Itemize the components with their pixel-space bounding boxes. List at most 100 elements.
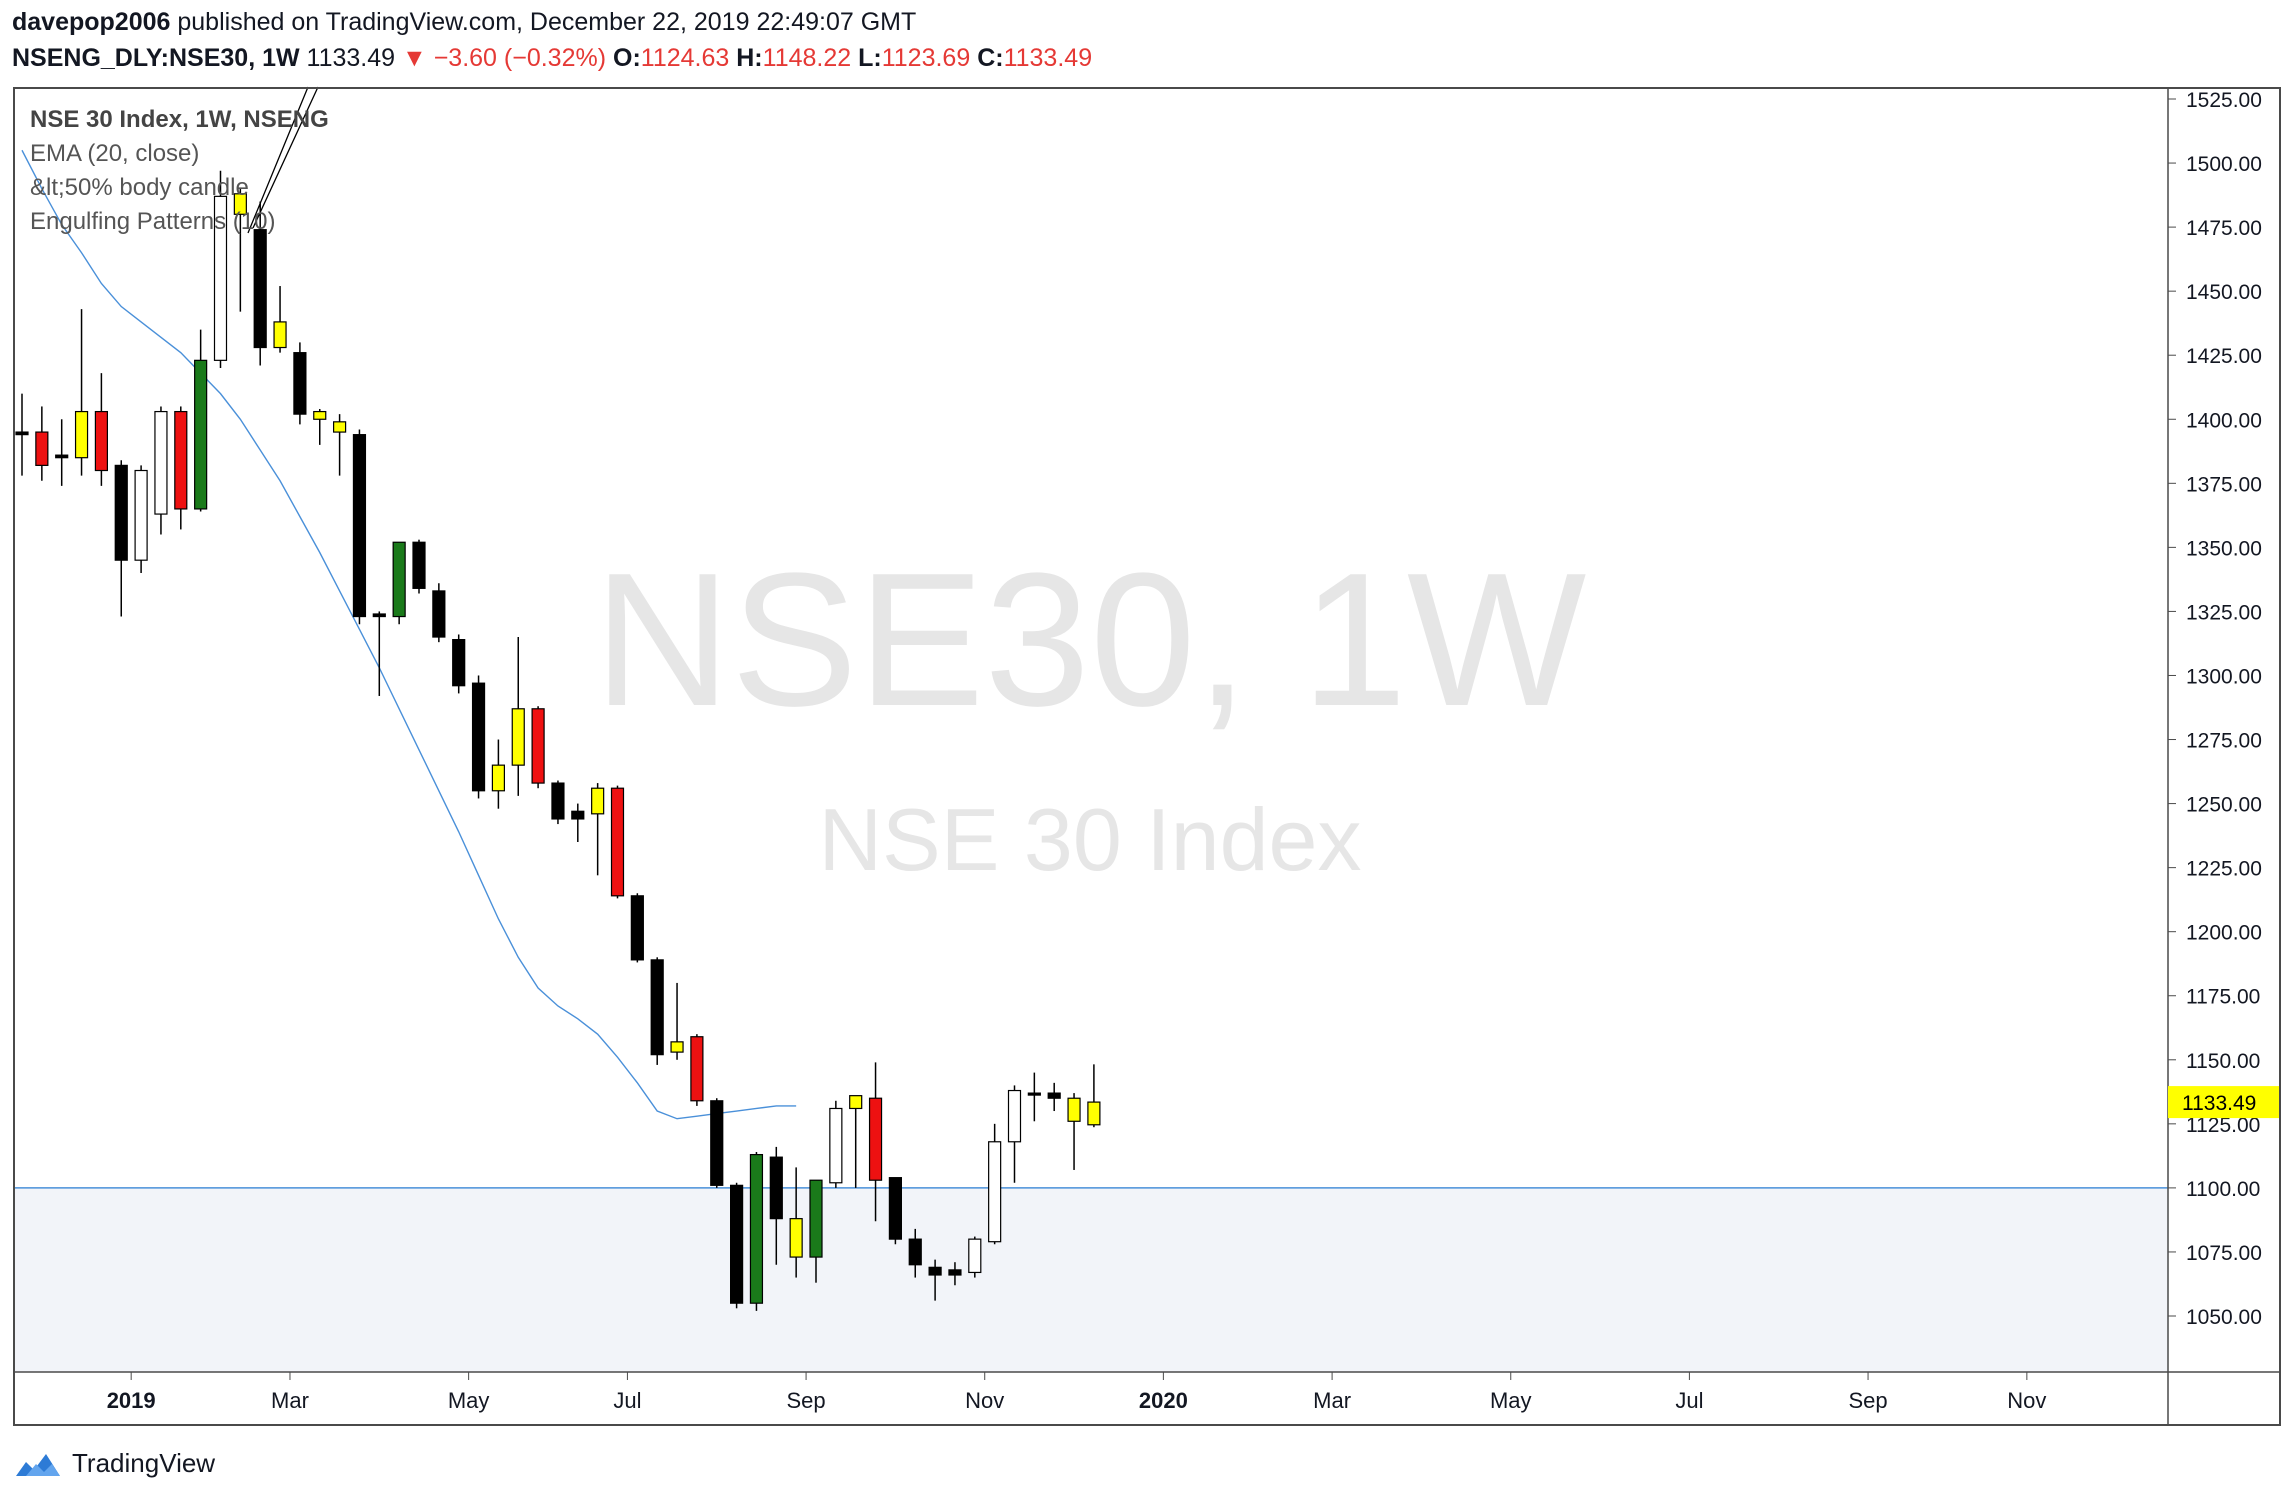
- candle[interactable]: [630, 893, 644, 963]
- candle-body: [134, 469, 148, 561]
- candle-body: [789, 1218, 803, 1258]
- trend-line-2[interactable]: [252, 86, 319, 229]
- last-price-tag[interactable]: [2168, 1086, 2280, 1119]
- time-tick-label: Sep: [1848, 1388, 1887, 1413]
- candle[interactable]: [333, 414, 347, 476]
- candle[interactable]: [1087, 1064, 1101, 1128]
- candle[interactable]: [273, 286, 287, 353]
- candle[interactable]: [313, 409, 327, 445]
- candle[interactable]: [35, 406, 49, 481]
- trend-line-1[interactable]: [247, 86, 309, 234]
- candle[interactable]: [729, 1182, 744, 1309]
- candle[interactable]: [134, 465, 148, 573]
- candle[interactable]: [471, 675, 486, 799]
- time-tick-label: May: [1490, 1388, 1532, 1413]
- candle[interactable]: [591, 783, 605, 876]
- candle[interactable]: [531, 706, 545, 789]
- candle[interactable]: [1047, 1082, 1061, 1112]
- legend-body-candle[interactable]: &lt;50% body candle: [30, 174, 249, 201]
- author-name[interactable]: davepop2006: [12, 8, 171, 36]
- legend-engulfing[interactable]: Engulfing Patterns (10): [30, 208, 276, 235]
- candle-body: [35, 431, 49, 466]
- candle[interactable]: [372, 611, 386, 696]
- candle-body: [591, 787, 605, 815]
- candle[interactable]: [74, 309, 89, 476]
- candle[interactable]: [551, 780, 565, 825]
- candle[interactable]: [749, 1152, 764, 1311]
- candle[interactable]: [412, 539, 426, 594]
- candle[interactable]: [829, 1100, 843, 1188]
- candle-body: [491, 764, 505, 792]
- candle-body: [412, 541, 426, 589]
- candle-body: [213, 195, 228, 361]
- candle[interactable]: [1067, 1093, 1081, 1170]
- candle[interactable]: [849, 1095, 863, 1188]
- candle-body: [55, 454, 69, 459]
- tradingview-logo[interactable]: TradingView: [12, 1448, 215, 1479]
- candle[interactable]: [789, 1167, 803, 1278]
- candle[interactable]: [610, 785, 625, 899]
- time-tick-label: Jul: [1675, 1388, 1703, 1413]
- candle-body: [94, 410, 109, 472]
- legend-title[interactable]: NSE 30 Index, 1W, NSENG: [30, 106, 329, 133]
- candle-body: [1007, 1089, 1022, 1143]
- candle[interactable]: [769, 1146, 783, 1265]
- candle-body: [769, 1156, 783, 1220]
- candle[interactable]: [571, 803, 585, 843]
- candle[interactable]: [432, 583, 446, 643]
- candle[interactable]: [233, 188, 247, 312]
- candle[interactable]: [670, 982, 684, 1060]
- candle-body: [74, 410, 89, 459]
- candle-body: [313, 410, 327, 420]
- candle[interactable]: [154, 406, 168, 535]
- candle-body: [372, 613, 386, 618]
- candle[interactable]: [15, 393, 29, 476]
- candle[interactable]: [868, 1062, 883, 1222]
- price-tick-label: 1050.00: [2186, 1306, 2262, 1329]
- candle-body: [670, 1041, 684, 1053]
- candle[interactable]: [94, 373, 109, 486]
- candle[interactable]: [392, 541, 406, 625]
- candle[interactable]: [213, 170, 228, 369]
- price-tick-label: 1100.00: [2186, 1178, 2260, 1201]
- candle[interactable]: [690, 1034, 704, 1106]
- publish-info: davepop2006 published on TradingView.com…: [12, 8, 916, 37]
- price-tick-label: 1225.00: [2186, 858, 2262, 881]
- ema-line[interactable]: [21, 149, 797, 1120]
- candle[interactable]: [928, 1259, 942, 1301]
- candle[interactable]: [114, 460, 128, 617]
- candle[interactable]: [948, 1262, 962, 1286]
- candle-body: [729, 1184, 744, 1304]
- price-tick-label: 1350.00: [2186, 537, 2262, 560]
- candle-body: [233, 193, 247, 215]
- candle[interactable]: [491, 739, 505, 809]
- high-value: 1148.22: [762, 44, 852, 72]
- price-tick-label: 1250.00: [2186, 794, 2262, 817]
- legend-ema[interactable]: EMA (20, close): [30, 140, 200, 167]
- candle-body: [928, 1266, 942, 1276]
- candle[interactable]: [888, 1177, 903, 1245]
- candle[interactable]: [908, 1228, 922, 1278]
- candle[interactable]: [1027, 1072, 1041, 1122]
- candle[interactable]: [55, 419, 69, 486]
- candle[interactable]: [452, 634, 466, 694]
- candle[interactable]: [809, 1179, 823, 1283]
- candle-body: [551, 782, 565, 820]
- candle[interactable]: [710, 1098, 724, 1188]
- candle-body: [610, 787, 625, 897]
- candle[interactable]: [352, 429, 367, 625]
- candle[interactable]: [511, 637, 525, 796]
- candle[interactable]: [253, 201, 267, 366]
- support-zone: [13, 1187, 2168, 1372]
- candle[interactable]: [293, 342, 307, 425]
- candle[interactable]: [650, 957, 664, 1065]
- candle[interactable]: [988, 1123, 1002, 1245]
- candle-body: [948, 1269, 962, 1276]
- candle[interactable]: [1007, 1085, 1022, 1183]
- candle[interactable]: [194, 329, 208, 512]
- candle[interactable]: [968, 1236, 982, 1278]
- price-tick-label: 1475.00: [2186, 217, 2262, 240]
- candle-body: [829, 1107, 843, 1184]
- candle[interactable]: [174, 406, 188, 530]
